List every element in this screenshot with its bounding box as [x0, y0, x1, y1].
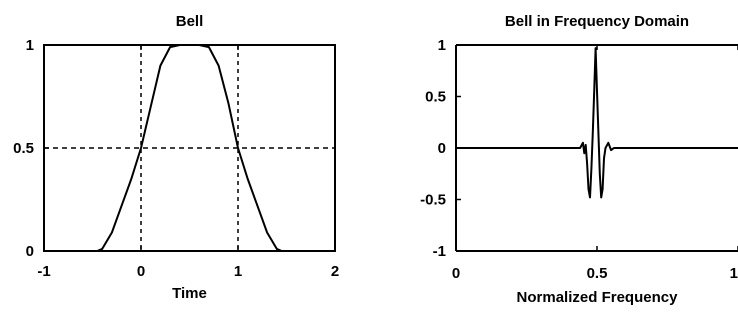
x-axis-label: Normalized Frequency: [517, 289, 679, 306]
y-tick-label: 0.5: [425, 89, 446, 106]
x-tick-label: 2: [331, 263, 339, 280]
y-tick-label: 0: [438, 140, 446, 157]
series-line-1: [456, 47, 738, 199]
y-tick-label: 1: [26, 37, 34, 54]
x-tick-label: -1: [37, 263, 50, 280]
x-tick-label: 0: [452, 265, 460, 282]
x-tick-label: 1: [730, 265, 738, 282]
y-tick-label: -0.5: [420, 192, 446, 209]
chart-title: Bell: [176, 13, 204, 30]
y-tick-label: 0: [26, 243, 34, 260]
x-tick-label: 1: [234, 263, 242, 280]
x-tick-label: 0: [137, 263, 145, 280]
chart-2: Bell in Frequency Domain 0 0.5 1 -1 -0.5 0 0.5 1…: [420, 13, 738, 306]
series-line-1: [44, 44, 335, 252]
y-tick-label: 1: [438, 37, 446, 54]
y-tick-label: 0.5: [13, 140, 34, 157]
chart-title: Bell in Frequency Domain: [505, 13, 689, 30]
x-axis-label: Time: [172, 285, 207, 302]
y-tick-label: -1: [433, 243, 446, 260]
x-tick-label: 0.5: [587, 265, 608, 282]
